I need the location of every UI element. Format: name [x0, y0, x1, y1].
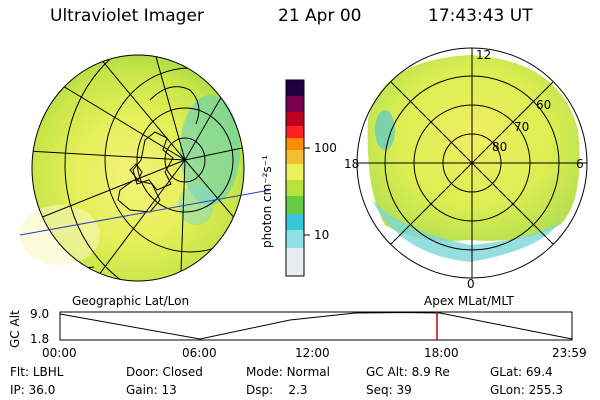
instrument-title: Ultraviolet Imager [50, 6, 204, 26]
altitude-xtick-1200: 12:00 [295, 346, 330, 360]
status-door: Door: Closed [126, 365, 203, 379]
status-ip: IP: 36.0 [10, 383, 56, 397]
altitude-xtick-1800: 18:00 [424, 346, 459, 360]
polar-map-label: Apex MLat/MLT [424, 294, 514, 308]
mlat-label-70: 70 [514, 120, 530, 134]
altitude-xtick-2359: 23:59 [552, 346, 587, 360]
altitude-xtick-0600: 06:00 [182, 346, 217, 360]
status-dsp: Dsp: 2.3 [246, 383, 308, 397]
altitude-ytick-high: 9.0 [30, 307, 50, 321]
altitude-xtick-0000: 00:00 [42, 346, 77, 360]
polar-grid [356, 47, 588, 279]
mlat-label-60: 60 [536, 98, 552, 112]
mlt-label-6: 6 [576, 157, 584, 171]
status-gc-alt: GC Alt: 8.9 Re [366, 365, 450, 379]
colorbar-tick-100: 100 [314, 141, 337, 155]
status-mode: Mode: Normal [246, 365, 330, 379]
status-seq: Seq: 39 [366, 383, 412, 397]
mlt-label-0: 0 [467, 277, 475, 291]
altitude-ylabel: GC Alt [8, 310, 22, 348]
altitude-plot [59, 311, 573, 341]
colorbar-unit-label: photon cm⁻²s⁻¹ [260, 155, 274, 248]
geographic-map-label: Geographic Lat/Lon [72, 294, 190, 308]
mlt-label-12: 12 [476, 48, 492, 62]
status-gain: Gain: 13 [126, 383, 177, 397]
mlt-label-18: 18 [344, 157, 360, 171]
status-glon: GLon: 255.3 [490, 383, 563, 397]
status-flt: Flt: LBHL [10, 365, 64, 379]
terminator-line [19, 189, 271, 236]
status-glat: GLat: 69.4 [490, 365, 553, 379]
altitude-ytick-low: 1.8 [30, 332, 50, 346]
colorbar [285, 79, 310, 277]
colorbar-tick-10: 10 [314, 228, 330, 242]
image-time: 17:43:43 UT [428, 6, 533, 26]
mlat-label-80: 80 [492, 140, 508, 154]
image-date: 21 Apr 00 [278, 6, 362, 26]
